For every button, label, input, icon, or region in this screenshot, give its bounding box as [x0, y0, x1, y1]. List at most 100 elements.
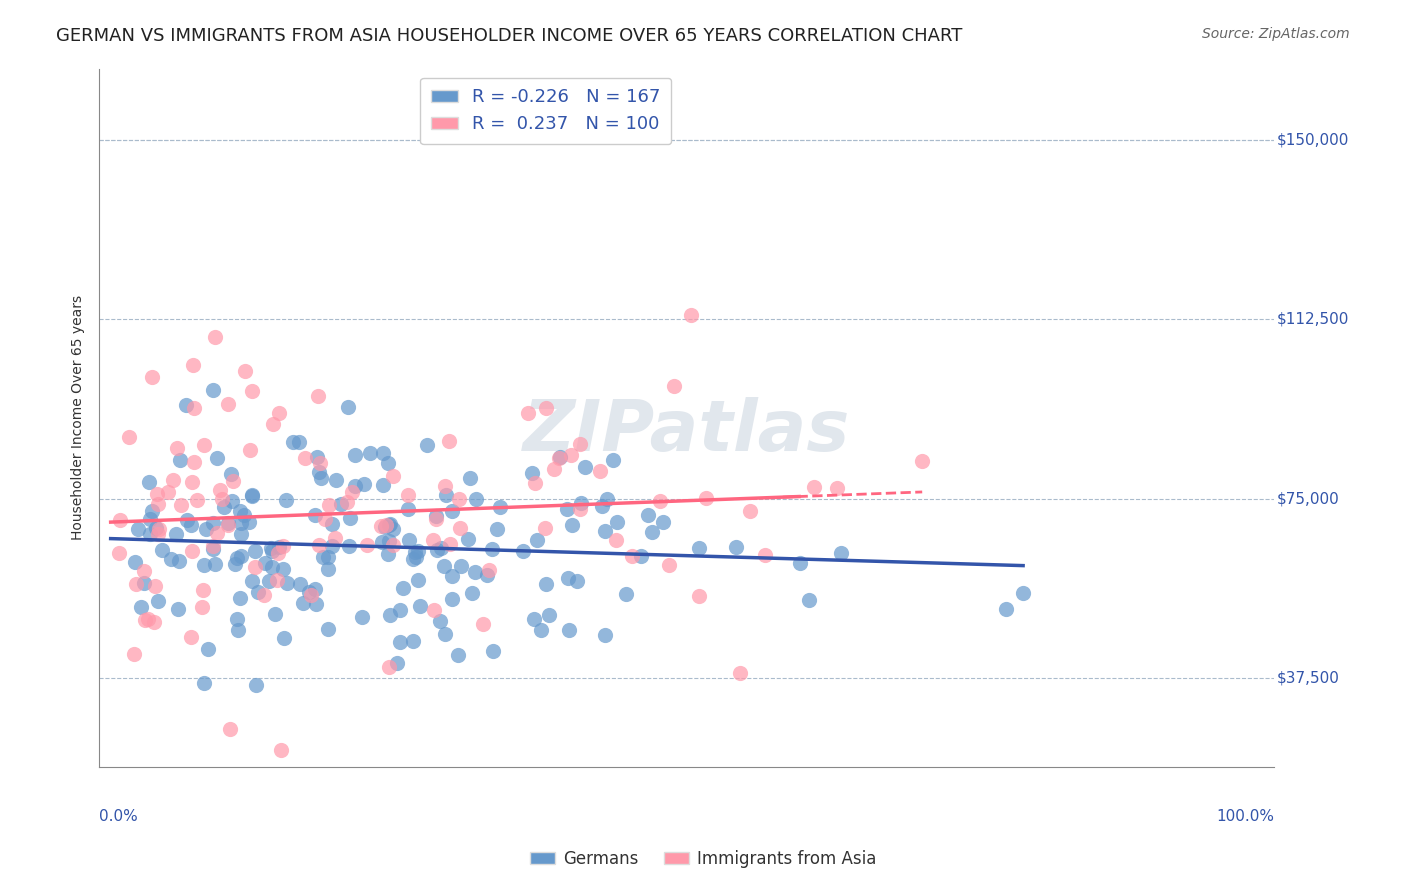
Germans — [371, 535, 394, 549]
Immigrants from Asia — [217, 397, 239, 411]
Germans — [377, 547, 399, 561]
Germans — [229, 549, 252, 563]
Germans — [396, 501, 419, 516]
Immigrants from Asia — [108, 513, 131, 527]
Germans — [641, 524, 664, 539]
Germans — [337, 539, 360, 553]
Germans — [377, 456, 399, 470]
Immigrants from Asia — [534, 521, 557, 535]
Germans — [416, 438, 439, 452]
Immigrants from Asia — [695, 491, 717, 505]
Immigrants from Asia — [375, 518, 398, 533]
Immigrants from Asia — [190, 600, 212, 615]
Germans — [231, 516, 253, 530]
Germans — [485, 522, 508, 536]
Germans — [433, 558, 456, 573]
Immigrants from Asia — [148, 527, 170, 541]
Germans — [202, 383, 225, 397]
Immigrants from Asia — [142, 615, 165, 629]
Germans — [257, 574, 280, 588]
Germans — [318, 550, 340, 565]
Germans — [330, 496, 353, 510]
Germans — [254, 556, 277, 570]
Germans — [337, 401, 360, 415]
Germans — [273, 632, 295, 646]
Germans — [593, 628, 616, 642]
Germans — [165, 526, 187, 541]
Text: $75,000: $75,000 — [1277, 491, 1340, 506]
Immigrants from Asia — [523, 475, 546, 490]
Germans — [304, 508, 326, 522]
Immigrants from Asia — [269, 406, 291, 420]
Text: Source: ZipAtlas.com: Source: ZipAtlas.com — [1202, 27, 1350, 41]
Germans — [389, 603, 412, 617]
Immigrants from Asia — [143, 579, 166, 593]
Germans — [308, 465, 330, 479]
Immigrants from Asia — [183, 455, 205, 469]
Germans — [561, 517, 583, 532]
Germans — [489, 500, 512, 514]
Immigrants from Asia — [146, 487, 169, 501]
Immigrants from Asia — [218, 722, 240, 736]
Germans — [481, 542, 503, 557]
Germans — [374, 520, 396, 534]
Germans — [406, 544, 429, 558]
Germans — [276, 575, 298, 590]
Germans — [434, 627, 457, 641]
Legend: Germans, Immigrants from Asia: Germans, Immigrants from Asia — [523, 844, 883, 875]
Germans — [193, 676, 215, 690]
Immigrants from Asia — [396, 488, 419, 502]
Germans — [359, 445, 381, 459]
Germans — [630, 549, 652, 564]
Immigrants from Asia — [180, 475, 202, 489]
Immigrants from Asia — [299, 588, 322, 602]
Germans — [150, 543, 173, 558]
Germans — [530, 624, 553, 638]
Germans — [596, 492, 619, 507]
Germans — [321, 539, 343, 553]
Immigrants from Asia — [205, 525, 228, 540]
Immigrants from Asia — [803, 480, 825, 494]
Germans — [512, 544, 534, 558]
Germans — [830, 546, 852, 560]
Germans — [304, 582, 326, 596]
Germans — [434, 488, 457, 502]
Immigrants from Asia — [186, 492, 208, 507]
Germans — [204, 557, 226, 571]
Germans — [441, 592, 464, 607]
Immigrants from Asia — [422, 533, 444, 548]
Immigrants from Asia — [738, 504, 761, 518]
Immigrants from Asia — [589, 464, 612, 478]
Immigrants from Asia — [381, 468, 404, 483]
Germans — [316, 562, 339, 576]
Text: GERMAN VS IMMIGRANTS FROM ASIA HOUSEHOLDER INCOME OVER 65 YEARS CORRELATION CHAR: GERMAN VS IMMIGRANTS FROM ASIA HOUSEHOLD… — [56, 27, 963, 45]
Legend: R = -0.226   N = 167, R =  0.237   N = 100: R = -0.226 N = 167, R = 0.237 N = 100 — [420, 78, 672, 145]
Germans — [725, 540, 748, 554]
Immigrants from Asia — [825, 481, 848, 495]
Immigrants from Asia — [516, 406, 538, 420]
Germans — [262, 560, 284, 574]
Germans — [1012, 586, 1035, 600]
Immigrants from Asia — [911, 454, 934, 468]
Germans — [141, 504, 163, 518]
Immigrants from Asia — [239, 443, 262, 458]
Germans — [226, 612, 249, 626]
Germans — [606, 516, 628, 530]
Germans — [325, 473, 347, 487]
Immigrants from Asia — [162, 474, 184, 488]
Immigrants from Asia — [560, 448, 582, 462]
Germans — [426, 542, 449, 557]
Immigrants from Asia — [439, 536, 461, 550]
Immigrants from Asia — [270, 743, 292, 757]
Germans — [316, 622, 339, 636]
Immigrants from Asia — [191, 582, 214, 597]
Germans — [339, 510, 361, 524]
Germans — [139, 527, 162, 541]
Germans — [224, 558, 246, 572]
Germans — [305, 598, 328, 612]
Immigrants from Asia — [240, 384, 263, 398]
Germans — [195, 522, 218, 536]
Text: $112,500: $112,500 — [1277, 312, 1348, 326]
Germans — [139, 512, 162, 526]
Immigrants from Asia — [294, 451, 316, 466]
